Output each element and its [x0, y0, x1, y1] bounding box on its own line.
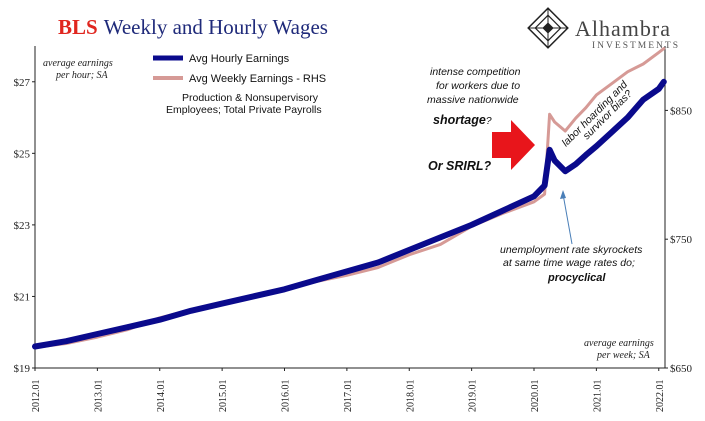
legend-label-hourly: Avg Hourly Earnings: [189, 53, 290, 65]
left-axis-ticks: $19 $21 $23 $25 $27: [14, 77, 35, 375]
annotation-competition-4: shortage?: [433, 113, 492, 127]
chart-title: BLS Weekly and Hourly Wages: [58, 15, 328, 39]
title-bls: BLS: [58, 15, 98, 39]
annotation-shortage: shortage: [433, 113, 486, 127]
annotation-srirl: Or SRIRL?: [428, 159, 492, 173]
annotation-hoarding-1: labor hoarding and: [560, 78, 631, 149]
brand-sub: INVESTMENTS: [592, 41, 680, 51]
legend-subtitle-1: Production & Nonsupervisory: [182, 92, 319, 104]
annotation-competition-1: intense competition: [430, 66, 521, 78]
legend: Avg Hourly Earnings Avg Weekly Earnings …: [153, 53, 326, 116]
x-tick-label: 2022.01: [655, 380, 666, 413]
left-tick-label: $27: [14, 77, 31, 89]
brand-name: Alhambra: [575, 16, 671, 41]
right-axis-note-2: per week; SA: [596, 350, 651, 361]
left-tick-label: $19: [14, 363, 31, 375]
x-tick-label: 2020.01: [530, 380, 541, 413]
x-tick-label: 2013.01: [93, 380, 104, 413]
x-tick-label: 2021.01: [592, 380, 603, 413]
pointer-arrowhead-icon: [560, 190, 566, 199]
title-rest: Weekly and Hourly Wages: [104, 15, 328, 39]
left-axis-note-1: average earnings: [43, 58, 113, 69]
legend-subtitle-2: Employees; Total Private Payrolls: [166, 104, 322, 116]
x-tick-label: 2018.01: [405, 380, 416, 413]
annotation-competition-2: for workers due to: [436, 80, 520, 92]
right-tick-label: $750: [670, 234, 693, 246]
right-tick-label: $650: [670, 363, 693, 375]
annotation-unemployment-1: unemployment rate skyrockets: [500, 244, 643, 256]
annotation-competition: intense competition for workers due to m…: [427, 66, 521, 127]
x-axis-ticks: 2012.01 2013.01 2014.01 2015.01 2016.01 2017.…: [31, 368, 666, 412]
red-arrow-icon: [492, 120, 535, 170]
annotation-pointer-line: [562, 193, 573, 245]
annotation-shortage-q: ?: [486, 115, 492, 127]
x-tick-label: 2014.01: [156, 380, 167, 413]
x-tick-label: 2019.01: [468, 380, 479, 413]
x-tick-label: 2015.01: [218, 380, 229, 413]
right-axis-note-1: average earnings: [584, 338, 654, 349]
right-tick-label: $850: [670, 105, 693, 117]
left-tick-label: $23: [14, 220, 31, 232]
series-hourly-line: [32, 78, 667, 350]
x-tick-label: 2012.01: [31, 380, 42, 413]
brand-logo: Alhambra INVESTMENTS: [527, 7, 680, 51]
x-tick-label: 2017.01: [343, 380, 354, 413]
annotation-unemployment: unemployment rate skyrockets at same tim…: [500, 190, 643, 284]
left-axis-note-2: per hour; SA: [55, 70, 109, 81]
right-axis-ticks: $650 $750 $850: [665, 105, 693, 375]
left-tick-label: $21: [14, 291, 31, 303]
annotation-competition-3: massive nationwide: [427, 94, 519, 106]
legend-label-weekly: Avg Weekly Earnings - RHS: [189, 73, 326, 85]
x-tick-label: 2016.01: [281, 380, 292, 413]
annotation-procyclical: procyclical: [547, 272, 606, 284]
logo-mark-icon: [527, 7, 569, 49]
left-tick-label: $25: [14, 148, 31, 160]
series-weekly-line: [33, 47, 666, 349]
annotation-unemployment-2: at same time wage rates do;: [503, 257, 635, 269]
